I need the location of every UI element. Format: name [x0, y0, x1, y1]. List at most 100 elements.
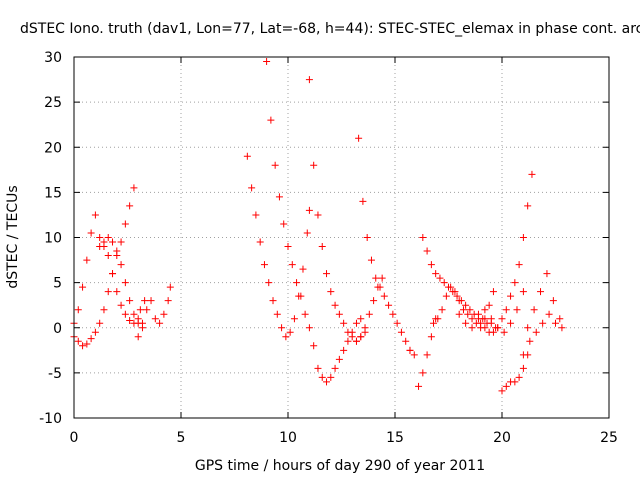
- data-point: [519, 234, 527, 241]
- data-point: [519, 351, 527, 359]
- data-point: [286, 328, 294, 336]
- y-tick-label: 10: [44, 231, 62, 247]
- data-point: [117, 301, 125, 309]
- data-point: [500, 328, 508, 336]
- data-series: [70, 211, 149, 327]
- data-point: [100, 306, 108, 314]
- data-point: [464, 310, 472, 318]
- data-point: [314, 211, 322, 219]
- data-point: [164, 297, 172, 305]
- data-point: [367, 256, 375, 264]
- data-point: [489, 328, 497, 336]
- data-point: [498, 315, 506, 323]
- data-point: [477, 319, 485, 327]
- data-point: [532, 328, 540, 336]
- data-point: [530, 306, 538, 314]
- data-series: [352, 274, 386, 345]
- data-point: [143, 306, 151, 314]
- y-tick-label: 25: [44, 95, 62, 111]
- data-point: [269, 297, 277, 305]
- data-point: [502, 306, 510, 314]
- data-series: [430, 283, 497, 332]
- data-point: [310, 161, 318, 169]
- data-point: [402, 337, 410, 345]
- data-series: [263, 58, 365, 386]
- data-point: [481, 306, 489, 314]
- data-point: [378, 274, 386, 282]
- data-point: [104, 234, 112, 241]
- data-point: [130, 310, 138, 318]
- data-point: [515, 373, 523, 381]
- data-point: [511, 378, 519, 386]
- data-point: [481, 315, 489, 323]
- data-point: [248, 184, 256, 192]
- data-point: [96, 234, 104, 241]
- data-point: [290, 315, 298, 323]
- data-point: [511, 279, 519, 287]
- x-axis-label: GPS time / hours of day 290 of year 2011: [195, 458, 485, 474]
- data-point: [141, 297, 149, 305]
- data-point: [515, 261, 523, 269]
- y-tick-label: -5: [48, 366, 62, 382]
- data-point: [74, 306, 82, 314]
- data-point: [87, 335, 95, 343]
- data-point: [462, 319, 470, 327]
- data-point: [166, 283, 174, 291]
- data-point: [265, 279, 273, 287]
- data-point: [340, 346, 348, 354]
- data-point: [352, 319, 360, 327]
- data-point: [243, 152, 251, 160]
- data-point: [121, 279, 129, 287]
- data-point: [438, 306, 446, 314]
- data-point: [156, 319, 164, 327]
- x-tick-label: 20: [493, 430, 511, 446]
- y-tick-label: 5: [53, 276, 62, 292]
- data-point: [314, 364, 322, 372]
- data-point: [526, 337, 534, 345]
- data-series: [524, 270, 564, 332]
- data-point: [357, 333, 365, 341]
- data-point: [502, 382, 510, 390]
- data-point: [109, 238, 117, 246]
- data-point: [327, 288, 335, 296]
- data-point: [374, 283, 382, 291]
- data-point: [513, 306, 521, 314]
- data-point: [335, 355, 343, 363]
- data-point: [96, 319, 104, 327]
- data-point: [556, 315, 564, 323]
- data-point: [288, 261, 296, 269]
- data-point: [397, 328, 405, 336]
- x-tick-label: 15: [386, 430, 404, 446]
- data-point: [271, 161, 279, 169]
- data-point: [487, 315, 495, 323]
- data-point: [453, 292, 461, 300]
- data-point: [83, 340, 91, 348]
- data-point: [507, 319, 515, 327]
- data-series: [519, 310, 566, 359]
- data-point: [545, 310, 553, 318]
- data-point: [160, 310, 168, 318]
- data-point: [489, 288, 497, 296]
- data-point: [74, 337, 82, 345]
- y-tick-label: 0: [53, 321, 62, 337]
- data-point: [549, 297, 557, 305]
- data-point: [126, 202, 134, 210]
- data-point: [440, 279, 448, 287]
- data-point: [498, 387, 506, 395]
- data-point: [310, 342, 318, 350]
- y-axis-label: dSTEC / TECUs: [5, 185, 21, 288]
- data-point: [305, 76, 313, 84]
- data-point: [126, 317, 134, 325]
- data-point: [423, 247, 431, 255]
- data-point: [318, 243, 326, 251]
- data-point: [348, 333, 356, 341]
- data-point: [299, 265, 307, 273]
- data-point: [524, 324, 532, 332]
- data-point: [91, 211, 99, 219]
- data-point: [365, 310, 373, 318]
- data-point: [419, 369, 427, 377]
- data-point: [485, 301, 493, 309]
- data-point: [263, 58, 271, 66]
- data-point: [468, 315, 476, 323]
